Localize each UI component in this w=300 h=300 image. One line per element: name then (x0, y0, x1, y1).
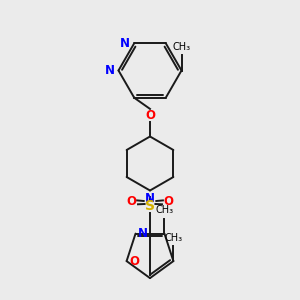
Text: O: O (145, 109, 155, 122)
Text: CH₃: CH₃ (164, 232, 182, 242)
Text: N: N (145, 192, 155, 205)
Text: S: S (145, 200, 155, 213)
Text: CH₃: CH₃ (155, 205, 173, 215)
Text: O: O (164, 195, 174, 208)
Text: CH₃: CH₃ (172, 43, 190, 52)
Text: O: O (126, 195, 136, 208)
Text: O: O (129, 255, 139, 268)
Text: N: N (120, 37, 130, 50)
Text: N: N (105, 64, 115, 77)
Text: N: N (138, 227, 148, 240)
